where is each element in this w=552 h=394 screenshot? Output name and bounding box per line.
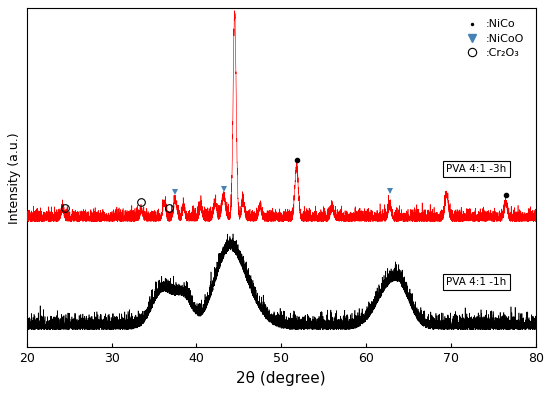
Text: PVA 4:1 -1h: PVA 4:1 -1h xyxy=(446,277,506,287)
Text: PVA 4:1 -3h: PVA 4:1 -3h xyxy=(446,164,506,174)
Y-axis label: Intensity (a.u.): Intensity (a.u.) xyxy=(8,132,22,224)
X-axis label: 2θ (degree): 2θ (degree) xyxy=(236,371,326,386)
Legend: :NiCo, :NiCoO, :Cr₂O₃: :NiCo, :NiCoO, :Cr₂O₃ xyxy=(455,14,530,64)
